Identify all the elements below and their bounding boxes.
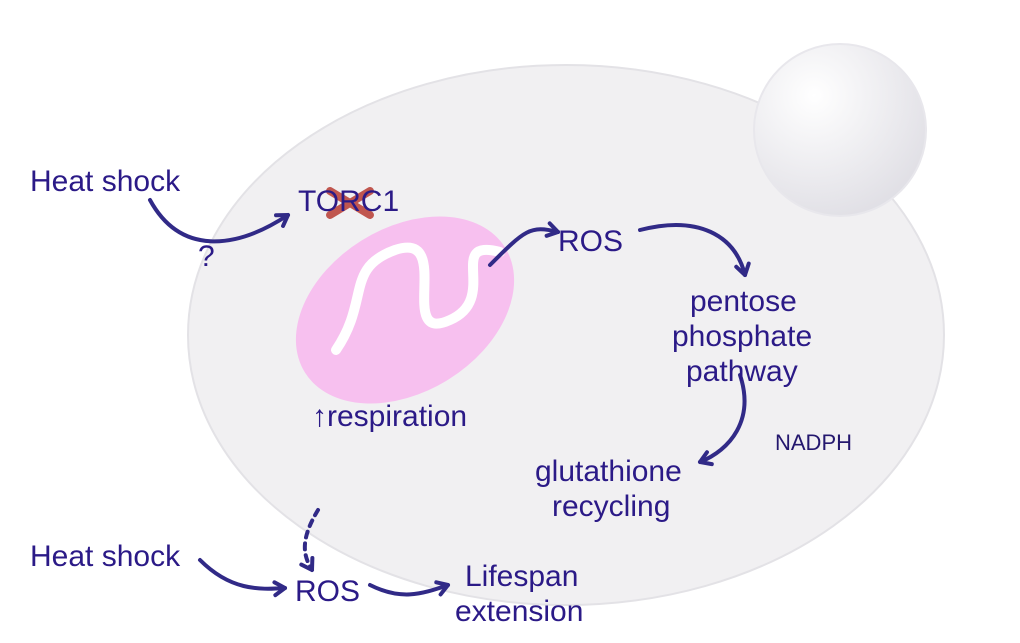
label-ppp_line2: phosphate xyxy=(672,320,812,355)
label-ppp_line3: pathway xyxy=(686,355,798,390)
label-torc1: TORC1 xyxy=(298,185,399,220)
label-ros_2: ROS xyxy=(295,575,360,610)
label-nadph: NADPH xyxy=(775,430,852,455)
label-ppp_line1: pentose xyxy=(690,285,797,320)
label-respiration: ↑respiration xyxy=(312,400,467,435)
label-lifespan_l1: Lifespan xyxy=(465,560,578,595)
label-glutathione_l2: recycling xyxy=(552,490,670,525)
arrow-hs2_to_ros2 xyxy=(200,560,285,589)
label-question: ? xyxy=(198,240,215,275)
diagram-stage: Heat shock? TORC1 ↑respiration ROS pentoseph… xyxy=(0,0,1020,643)
label-glutathione_l1: glutathione xyxy=(535,455,682,490)
label-ros_1: ROS xyxy=(558,225,623,260)
label-lifespan_l2: extension xyxy=(455,595,583,630)
label-heat_shock_2: Heat shock xyxy=(30,540,180,575)
label-heat_shock_1: Heat shock xyxy=(30,165,180,200)
organelle-sphere xyxy=(754,44,926,216)
